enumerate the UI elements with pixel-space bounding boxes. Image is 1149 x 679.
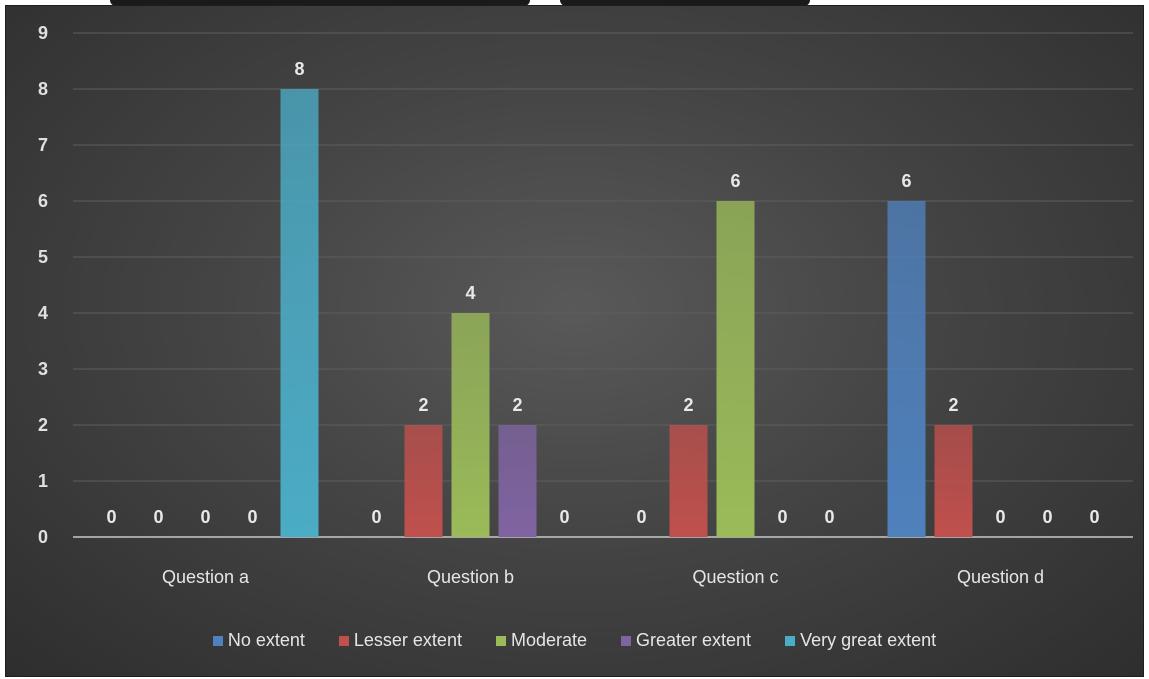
- y-tick-label: 8: [38, 79, 48, 99]
- data-label: 0: [1042, 507, 1052, 527]
- bar: [404, 425, 443, 537]
- y-axis-ticks: 0 1 2 3 4 5 6 7 8 9: [38, 23, 48, 547]
- y-tick-label: 0: [38, 527, 48, 547]
- y-tick-label: 6: [38, 191, 48, 211]
- data-label: 0: [824, 507, 834, 527]
- legend-label: No extent: [227, 630, 305, 650]
- data-label: 0: [153, 507, 163, 527]
- y-tick-label: 3: [38, 359, 48, 379]
- legend-item: Greater extent: [621, 630, 751, 651]
- data-label: 0: [1089, 507, 1099, 527]
- y-tick-label: 2: [38, 415, 48, 435]
- data-label: 0: [636, 507, 646, 527]
- legend-swatch: [621, 635, 631, 646]
- bar: [934, 425, 973, 537]
- data-label: 8: [294, 59, 304, 79]
- data-label: 4: [465, 283, 475, 303]
- legend-label: Very great extent: [800, 630, 937, 650]
- bar: [498, 425, 537, 537]
- legend-swatch: [338, 635, 349, 646]
- chart-area: 0 1 2 3 4 5 6 7 8 9 0 0 0 0 8 0 2 4 2 0 0 2 6 0 0 6 2 0 0 0 Question…: [6, 6, 1143, 676]
- data-labels: 0 0 0 0 8 0 2 4 2 0 0 2 6 0 0 6 2 0 0 0: [106, 59, 1099, 527]
- legend-label: Lesser extent: [353, 630, 462, 650]
- y-tick-label: 4: [38, 303, 48, 323]
- category-label: Question b: [427, 567, 514, 587]
- category-label: Question d: [957, 567, 1044, 587]
- bar: [887, 201, 926, 537]
- data-label: 0: [777, 507, 787, 527]
- data-label: 6: [901, 171, 911, 191]
- y-tick-label: 1: [38, 471, 48, 491]
- data-label: 2: [948, 395, 958, 415]
- legend-item: Moderate: [495, 630, 587, 651]
- y-tick-label: 7: [38, 135, 48, 155]
- data-label: 0: [995, 507, 1005, 527]
- y-tick-label: 9: [38, 23, 48, 43]
- gridlines: [73, 32, 1133, 538]
- data-label: 0: [247, 507, 257, 527]
- legend-swatch: [495, 635, 506, 646]
- bars: [280, 89, 973, 537]
- category-label: Question c: [692, 567, 778, 587]
- data-label: 6: [730, 171, 740, 191]
- legend-label: Greater extent: [636, 630, 752, 650]
- legend-item: Lesser extent: [338, 630, 462, 651]
- bar: [451, 313, 490, 537]
- data-label: 0: [106, 507, 116, 527]
- bar: [669, 425, 708, 537]
- y-tick-label: 5: [38, 247, 48, 267]
- legend-item: No extent: [212, 630, 305, 651]
- legend-label: Moderate: [510, 630, 587, 650]
- cropped-header-strip: [0, 0, 1149, 6]
- legend-swatch: [785, 635, 796, 646]
- legend-item: Very great extent: [785, 630, 936, 651]
- bar: [716, 201, 755, 537]
- data-label: 0: [559, 507, 569, 527]
- x-axis-categories: Question a Question b Question c Question d: [162, 567, 1044, 587]
- data-label: 2: [418, 395, 428, 415]
- legend-swatch: [212, 635, 223, 646]
- data-label: 0: [371, 507, 381, 527]
- bar: [280, 89, 319, 537]
- category-label: Question a: [162, 567, 250, 587]
- legend: No extent Lesser extent Moderate Greater ex…: [6, 630, 1143, 651]
- data-label: 2: [683, 395, 693, 415]
- data-label: 0: [200, 507, 210, 527]
- bar-chart: 0 1 2 3 4 5 6 7 8 9 0 0 0 0 8 0 2 4 2 0 0 2 6 0 0 6 2 0 0 0 Question…: [38, 23, 1133, 587]
- data-label: 2: [512, 395, 522, 415]
